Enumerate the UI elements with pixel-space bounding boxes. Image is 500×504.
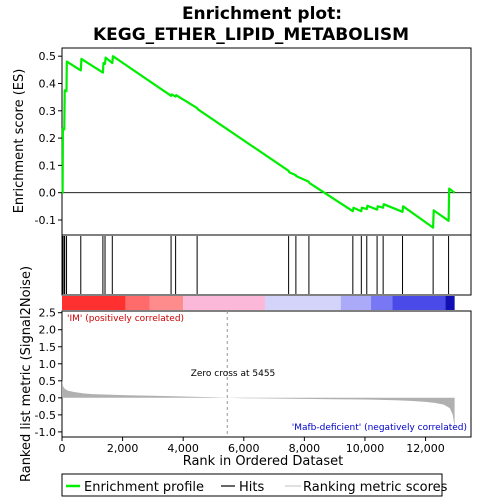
legend: Enrichment profile Hits Ranking metric sco… <box>66 480 448 495</box>
metric-y-ticks: -1.0 -0.5 0.0 0.5 1.0 1.5 2.0 2.5 <box>35 307 62 439</box>
enrichment-profile-group <box>61 55 456 229</box>
color-bar-segment <box>62 296 126 310</box>
es-y-tick-label: 0.0 <box>39 187 57 200</box>
metric-x-ticks: 0 2,000 4,000 6,000 8,000 10,000 12,000 <box>59 437 445 455</box>
es-y-tick-label: 0.3 <box>39 105 57 118</box>
negative-correlation-label: 'Mafb-deficient' (negatively correlated) <box>292 423 467 433</box>
ranking-metric-group <box>62 311 455 437</box>
color-bar-segment <box>149 296 184 310</box>
color-bar-segment <box>340 296 372 310</box>
legend-box <box>61 473 443 497</box>
legend-item-label: Ranking metric scores <box>303 480 448 495</box>
zero-cross-label: Zero cross at 5455 <box>191 369 276 379</box>
color-bar-segment <box>445 296 455 310</box>
metric-panel-frame <box>61 310 472 438</box>
color-bar-segment <box>125 296 150 310</box>
es-y-tick-label: 0.4 <box>39 77 57 90</box>
metric-y-tick-label: 0.0 <box>39 392 57 405</box>
es-y-tick-label: 0.1 <box>39 159 57 172</box>
metric-x-tick-label: 8,000 <box>289 442 321 455</box>
es-y-axis-label: Enrichment score (ES) <box>12 69 27 214</box>
metric-y-axis-label: Ranked list metric (Signal2Noise) <box>19 266 34 482</box>
es-panel-frame <box>61 47 472 236</box>
color-bar-segment <box>371 296 393 310</box>
metric-x-axis-label: Rank in Ordered Dataset <box>183 454 344 469</box>
color-bar-segment <box>264 296 341 310</box>
es-y-tick-label: 0.2 <box>39 132 57 145</box>
legend-item-label: Enrichment profile <box>84 480 204 495</box>
metric-x-tick-label: 6,000 <box>228 442 260 455</box>
hit-lines-group <box>62 236 450 294</box>
metric-y-tick-label: 1.0 <box>39 358 57 371</box>
metric-x-tick-label: 12,000 <box>406 442 445 455</box>
es-y-tick-label: 0.5 <box>39 50 57 63</box>
metric-y-tick-label: 0.5 <box>39 375 57 388</box>
positive-correlation-label: 'IM' (positively correlated) <box>67 314 184 324</box>
metric-x-tick-label: 4,000 <box>167 442 199 455</box>
metric-x-tick-label: 10,000 <box>346 442 385 455</box>
color-bar-segment <box>392 296 446 310</box>
legend-item-label: Hits <box>239 480 264 495</box>
metric-y-tick-label: 1.5 <box>39 341 57 354</box>
enrichment-profile-line <box>61 55 456 229</box>
chart-title-line1: Enrichment plot: <box>182 4 342 24</box>
hits-panel-frame <box>61 234 472 296</box>
es-y-ticks: -0.1 0.0 0.1 0.2 0.3 0.4 0.5 <box>35 50 62 227</box>
metric-x-tick-label: 2,000 <box>107 442 139 455</box>
metric-y-tick-label: 2.0 <box>39 324 57 337</box>
es-y-tick-label: -0.1 <box>35 214 56 227</box>
metric-y-tick-label: 2.5 <box>39 307 57 320</box>
color-bar-segment <box>183 296 265 310</box>
chart-title-line2: KEGG_ETHER_LIPID_METABOLISM <box>93 25 409 45</box>
metric-x-tick-label: 0 <box>59 442 66 455</box>
metric-y-tick-label: -0.5 <box>35 409 56 422</box>
ranking-color-bar <box>62 296 455 310</box>
metric-y-tick-label: -1.0 <box>35 426 56 439</box>
